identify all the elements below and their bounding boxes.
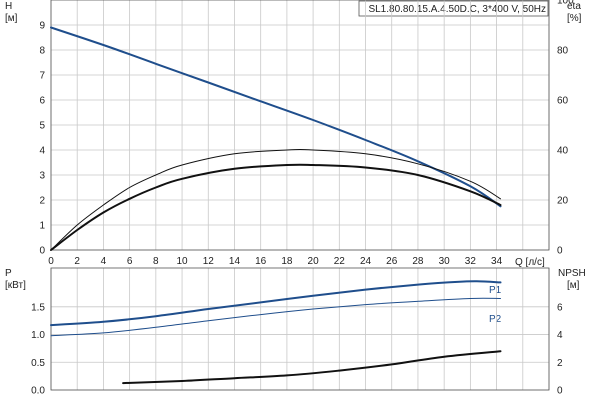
flow-tick: 34 <box>491 256 503 267</box>
power-left-tick: 0.0 <box>31 386 45 397</box>
flow-tick: 14 <box>229 256 241 267</box>
flow-tick: 32 <box>465 256 477 267</box>
npsh-axis-unit: [м] <box>567 280 580 291</box>
flow-tick: 30 <box>439 256 451 267</box>
eta-axis-unit: [%] <box>567 13 582 24</box>
performance-left-tick: 6 <box>39 96 45 107</box>
performance-left-tick: 1 <box>39 221 45 232</box>
performance-series-1-line <box>50 149 501 251</box>
performance-left-tick: 8 <box>39 46 45 57</box>
power-right-tick: 4 <box>557 330 563 341</box>
power-left-tick: 1.0 <box>31 330 45 341</box>
model-label: SL1.80.80.15.A.4.50D.C, 3*400 V, 50Hz <box>368 4 546 15</box>
performance-left-tick: 0 <box>39 246 45 257</box>
flow-tick: 22 <box>334 256 346 267</box>
flow-tick: 2 <box>74 256 80 267</box>
flow-tick: 26 <box>386 256 398 267</box>
model-label-box <box>358 0 549 17</box>
flow-tick: 28 <box>412 256 424 267</box>
flow-tick: 6 <box>127 256 133 267</box>
performance-right-tick: 0 <box>557 246 563 257</box>
power-left-tick: 1.5 <box>31 302 45 313</box>
power-right-tick: 2 <box>557 358 563 369</box>
head-axis-unit: [м] <box>5 13 18 24</box>
performance-left-tick: 3 <box>39 171 45 182</box>
power-axis-unit: [кВт] <box>5 280 26 291</box>
power-right-tick: 0 <box>557 386 563 397</box>
flow-axis-title: Q [л/с] <box>515 257 545 268</box>
flow-tick: 24 <box>360 256 372 267</box>
performance-right-tick: 80 <box>557 46 569 57</box>
flow-tick: 10 <box>176 256 188 267</box>
flow-tick: 0 <box>48 256 54 267</box>
series-label-p2: P2 <box>489 314 502 325</box>
npsh-axis-title: NPSH <box>558 268 586 279</box>
performance-series-0-line <box>50 26 502 208</box>
performance-right-tick: 40 <box>557 146 569 157</box>
performance-series-2-line <box>50 163 502 251</box>
performance-frame <box>50 0 550 251</box>
flow-tick: 8 <box>153 256 159 267</box>
power-series-2-line <box>122 350 502 385</box>
power-left-tick: 0.5 <box>31 358 45 369</box>
power-series-0-line <box>50 280 502 327</box>
performance-left-tick: 9 <box>39 21 45 32</box>
performance-right-tick: 100 <box>557 0 574 7</box>
performance-right-tick: 20 <box>557 196 569 207</box>
performance-left-tick: 2 <box>39 196 45 207</box>
series-label-p1: P1 <box>489 285 502 296</box>
head-axis-title: H <box>5 1 12 12</box>
flow-tick: 4 <box>101 256 107 267</box>
power-axis-title: P <box>5 268 12 279</box>
performance-left-tick: 5 <box>39 121 45 132</box>
flow-tick: 16 <box>255 256 267 267</box>
performance-left-tick: 7 <box>39 71 45 82</box>
eta-axis-title: eta <box>567 1 581 12</box>
power-frame <box>50 267 550 391</box>
performance-left-tick: 4 <box>39 146 45 157</box>
power-right-tick: 6 <box>557 302 563 313</box>
flow-tick: 20 <box>308 256 320 267</box>
power-series-1-line <box>50 297 501 337</box>
performance-right-tick: 60 <box>557 96 569 107</box>
flow-tick: 12 <box>203 256 215 267</box>
flow-tick: 18 <box>281 256 293 267</box>
